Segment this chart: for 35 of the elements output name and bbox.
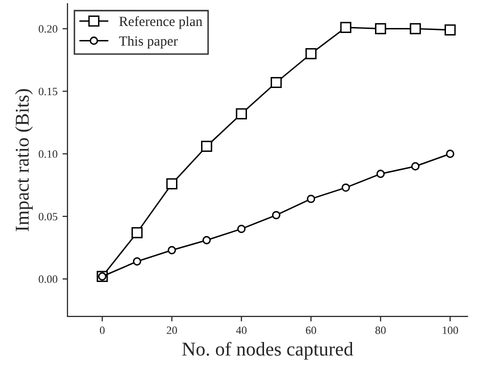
y-tick-label: 0.05 <box>38 212 58 220</box>
point <box>411 162 420 171</box>
point <box>270 76 282 88</box>
x-tick-label: 20 <box>166 326 177 334</box>
point <box>272 210 280 220</box>
point <box>132 227 143 238</box>
x-axis-title: No. of nodes captured <box>182 342 354 360</box>
y-axis-title: Impact ratio (Bits) <box>15 89 33 232</box>
point <box>168 246 176 254</box>
point <box>237 224 246 234</box>
point <box>444 24 456 36</box>
point <box>236 108 247 120</box>
point <box>375 23 386 34</box>
point <box>305 48 317 60</box>
legend-label: This paper <box>119 36 178 49</box>
point <box>340 22 352 34</box>
y-tick-label: 0.10 <box>38 150 58 158</box>
point <box>410 23 421 34</box>
y-tick-label: 0.20 <box>38 25 58 33</box>
legend-label: Reference plan <box>119 16 202 29</box>
point <box>342 183 350 192</box>
x-tick-label: 40 <box>236 326 247 334</box>
point <box>446 150 454 158</box>
y-tick-label: 0.00 <box>38 275 58 283</box>
x-tick-label: 80 <box>375 326 386 334</box>
point <box>202 236 211 244</box>
point <box>166 178 178 190</box>
point <box>306 194 316 204</box>
point <box>132 257 142 266</box>
point <box>376 170 385 178</box>
y-tick-label: 0.15 <box>38 88 58 96</box>
point <box>201 140 212 152</box>
x-tick-label: 60 <box>306 326 316 334</box>
x-tick-label: 100 <box>442 326 458 334</box>
x-tick-label: 0 <box>100 326 105 334</box>
